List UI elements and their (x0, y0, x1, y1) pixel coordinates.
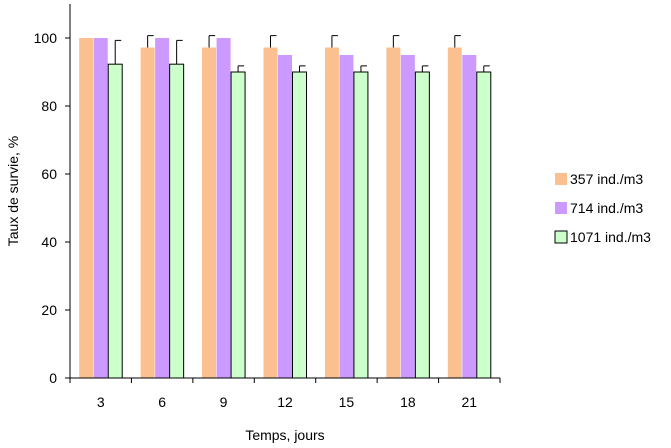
axes-layer (69, 4, 500, 379)
legend-swatch-2 (554, 230, 568, 244)
legend: 357 ind./m3 714 ind./m3 1071 ind./m3 (554, 171, 651, 245)
x-tick-label: 6 (158, 394, 166, 410)
bar-0-4 (324, 47, 339, 379)
legend-swatch-1 (555, 202, 567, 214)
x-tick-label: 21 (461, 394, 477, 410)
y-tick-label: 40 (41, 234, 57, 250)
x-tick-label: 12 (277, 394, 293, 410)
bar-2-1 (169, 63, 185, 379)
y-axis-title: Taux de survie, % (5, 136, 21, 247)
bar-2-4 (353, 71, 369, 379)
bar-1-3 (278, 55, 292, 378)
bar-2-2 (230, 71, 246, 379)
bar-2-0 (107, 63, 123, 379)
y-tick-label: 20 (41, 302, 57, 318)
bar-1-6 (462, 55, 477, 378)
bar-0-1 (140, 47, 155, 379)
y-tick-label: 80 (41, 98, 57, 114)
bar-1-0 (93, 38, 108, 378)
bar-0-0 (79, 38, 94, 378)
bar-1-4 (339, 55, 354, 378)
legend-swatch-0 (555, 173, 567, 185)
bar-1-1 (155, 38, 170, 378)
legend-label-2: 1071 ind./m3 (570, 229, 651, 245)
y-tick-label: 60 (41, 166, 57, 182)
x-axis-title: Temps, jours (245, 427, 324, 443)
bar-1-2 (216, 38, 231, 378)
bar-0-2 (202, 47, 217, 379)
y-ticks: 0 20 40 60 80 100 (34, 30, 70, 386)
legend-label-0: 357 ind./m3 (570, 171, 643, 187)
bar-2-5 (414, 71, 430, 379)
y-tick-label: 0 (49, 370, 57, 386)
x-tick-label: 15 (339, 394, 355, 410)
legend-label-1: 714 ind./m3 (570, 200, 643, 216)
bar-0-5 (386, 47, 401, 379)
bar-0-6 (447, 47, 462, 379)
x-tick-label: 3 (97, 394, 105, 410)
bar-2-6 (476, 71, 492, 379)
x-ticks: 3 6 9 12 15 18 21 (69, 378, 501, 410)
bar-1-5 (400, 55, 415, 378)
bars-layer (79, 38, 492, 379)
y-tick-label: 100 (34, 30, 58, 46)
bar-2-3 (292, 71, 307, 379)
bar-0-3 (263, 47, 278, 379)
x-tick-label: 18 (400, 394, 416, 410)
x-tick-label: 9 (220, 394, 228, 410)
error-bars-layer (114, 35, 490, 72)
